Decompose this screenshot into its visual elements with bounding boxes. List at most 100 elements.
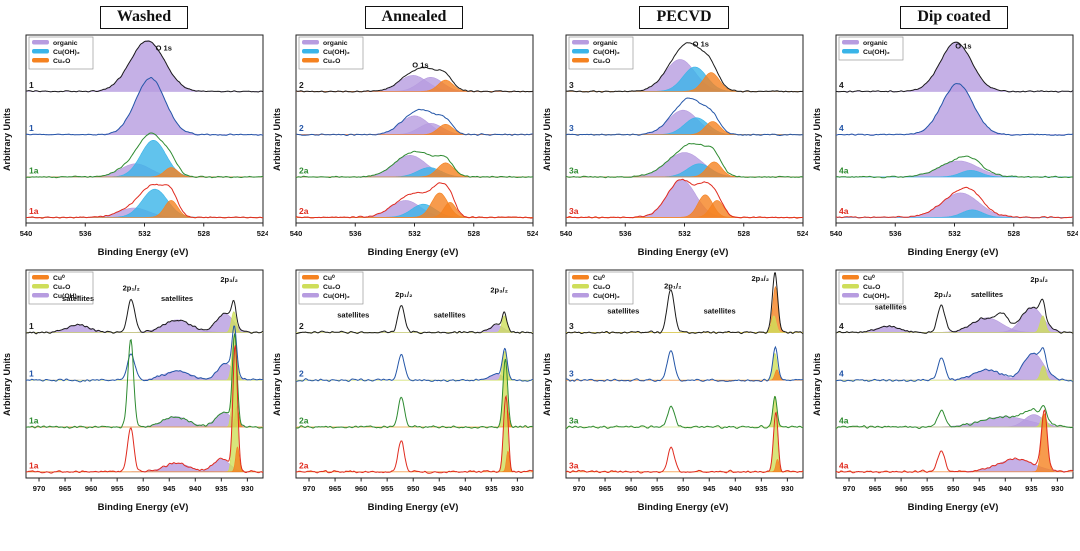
svg-text:965: 965: [59, 484, 72, 493]
svg-text:Cu₂O: Cu₂O: [323, 58, 340, 65]
svg-text:4: 4: [839, 369, 844, 379]
y-axis-label: Arbitrary Units: [812, 107, 822, 171]
svg-text:2p₃/₂: 2p₃/₂: [751, 274, 769, 283]
svg-text:Cu⁰: Cu⁰: [863, 274, 875, 282]
svg-text:4: 4: [839, 80, 844, 90]
svg-text:satellites: satellites: [161, 294, 193, 303]
svg-text:930: 930: [241, 484, 254, 493]
svg-text:3a: 3a: [569, 416, 579, 426]
y-axis-label: Arbitrary Units: [2, 107, 12, 171]
svg-text:4: 4: [839, 321, 844, 331]
svg-text:1a: 1a: [29, 460, 39, 470]
y-axis-label: Arbitrary Units: [542, 107, 552, 171]
x-axis-label: Binding Energy (eV): [907, 502, 999, 513]
svg-text:940: 940: [459, 484, 472, 493]
svg-text:524: 524: [257, 229, 268, 238]
svg-text:Cu(OH)₂: Cu(OH)₂: [53, 49, 80, 56]
svg-text:Cu₂O: Cu₂O: [593, 284, 610, 291]
svg-text:540: 540: [20, 229, 33, 238]
panels-grid: Arbitrary Units 540 536 532 528 524 1 1 1a 1a O 1…: [0, 31, 1080, 515]
svg-text:540: 540: [290, 229, 303, 238]
svg-text:satellites: satellites: [704, 306, 736, 315]
panel-o1s-washed: Arbitrary Units 540 536 532 528 524 1 1 1a 1a O 1…: [2, 31, 272, 260]
svg-text:2p₁/₂: 2p₁/₂: [934, 290, 951, 299]
svg-text:2a: 2a: [299, 416, 309, 426]
svg-text:965: 965: [329, 484, 342, 493]
svg-text:2a: 2a: [299, 165, 309, 175]
svg-text:945: 945: [163, 484, 176, 493]
svg-text:organic: organic: [593, 40, 618, 47]
svg-text:955: 955: [921, 484, 934, 493]
svg-text:532: 532: [948, 229, 961, 238]
svg-text:Cu(OH)₂: Cu(OH)₂: [593, 49, 620, 56]
svg-text:2a: 2a: [299, 460, 309, 470]
svg-text:536: 536: [619, 229, 632, 238]
svg-text:935: 935: [1025, 484, 1038, 493]
svg-text:528: 528: [737, 229, 750, 238]
plot-o1s-dip-coated: 540 536 532 528 524 4 4 4a 4a O 1s organic Cu(OH)₂: [830, 34, 1078, 238]
svg-text:4a: 4a: [839, 165, 849, 175]
svg-text:1a: 1a: [29, 165, 39, 175]
column-title-dip-coated: Dip coated: [900, 6, 1008, 29]
svg-text:945: 945: [973, 484, 986, 493]
svg-text:2: 2: [299, 321, 304, 331]
svg-text:2p₁/₂: 2p₁/₂: [664, 281, 681, 290]
svg-text:935: 935: [215, 484, 228, 493]
svg-text:955: 955: [111, 484, 124, 493]
plot-cu2p-washed: 970 965 960 955 950 945 940 935 930 1 1 1a 1a satelli…: [25, 269, 264, 493]
svg-text:satellites: satellites: [434, 311, 466, 320]
x-axis-label: Binding Energy (eV): [367, 247, 459, 258]
x-axis-label: Binding Energy (eV): [367, 502, 459, 513]
svg-text:950: 950: [407, 484, 420, 493]
svg-text:organic: organic: [863, 40, 888, 47]
svg-text:4a: 4a: [839, 416, 849, 426]
svg-text:1a: 1a: [29, 206, 39, 216]
x-axis-label: Binding Energy (eV): [637, 247, 729, 258]
svg-text:540: 540: [560, 229, 573, 238]
svg-text:Cu⁰: Cu⁰: [53, 274, 65, 282]
svg-text:532: 532: [678, 229, 691, 238]
svg-text:O 1s: O 1s: [156, 43, 172, 52]
panel-o1s-dip-coated: Arbitrary Units 540 536 532 528 524 4 4 4a 4a O 1…: [812, 31, 1080, 260]
panel-o1s-pecvd: Arbitrary Units 540 536 532 528 524 3 3 3a 3a O 1…: [542, 31, 812, 260]
plot-o1s-washed: 540 536 532 528 524 1 1 1a 1a O 1s organic Cu(OH)₂ C…: [20, 34, 268, 238]
svg-text:524: 524: [527, 229, 538, 238]
svg-text:1: 1: [29, 80, 34, 90]
svg-text:2a: 2a: [299, 206, 309, 216]
x-axis-label: Binding Energy (eV): [97, 502, 189, 513]
svg-text:960: 960: [895, 484, 908, 493]
svg-text:960: 960: [625, 484, 638, 493]
svg-text:O 1s: O 1s: [693, 40, 709, 49]
column-title-washed: Washed: [99, 6, 189, 29]
y-axis-label: Arbitrary Units: [272, 107, 282, 171]
svg-text:940: 940: [189, 484, 202, 493]
svg-text:Cu(OH)₂: Cu(OH)₂: [53, 293, 80, 300]
svg-text:4a: 4a: [839, 206, 849, 216]
y-axis-label: Arbitrary Units: [2, 352, 12, 416]
svg-text:930: 930: [511, 484, 524, 493]
svg-text:satellites: satellites: [607, 306, 639, 315]
svg-text:970: 970: [573, 484, 586, 493]
svg-text:3a: 3a: [569, 460, 579, 470]
svg-text:935: 935: [485, 484, 498, 493]
svg-text:536: 536: [79, 229, 92, 238]
svg-text:950: 950: [677, 484, 690, 493]
svg-text:945: 945: [703, 484, 716, 493]
y-axis-label: Arbitrary Units: [542, 352, 552, 416]
svg-text:4a: 4a: [839, 460, 849, 470]
panel-cu2p-dip-coated: Arbitrary Units 970 965 960 955 950 945 940 935…: [812, 266, 1080, 515]
svg-text:2: 2: [299, 123, 304, 133]
svg-text:1: 1: [29, 369, 34, 379]
svg-text:Cu(OH)₂: Cu(OH)₂: [593, 293, 620, 300]
svg-text:940: 940: [729, 484, 742, 493]
svg-text:3: 3: [569, 80, 574, 90]
svg-text:955: 955: [651, 484, 664, 493]
svg-text:930: 930: [1051, 484, 1064, 493]
x-axis-label: Binding Energy (eV): [97, 247, 189, 258]
svg-text:950: 950: [137, 484, 150, 493]
svg-text:Cu(OH)₂: Cu(OH)₂: [863, 293, 890, 300]
column-title-annealed: Annealed: [364, 6, 464, 29]
svg-text:1: 1: [29, 321, 34, 331]
svg-text:4: 4: [839, 123, 844, 133]
svg-text:965: 965: [869, 484, 882, 493]
